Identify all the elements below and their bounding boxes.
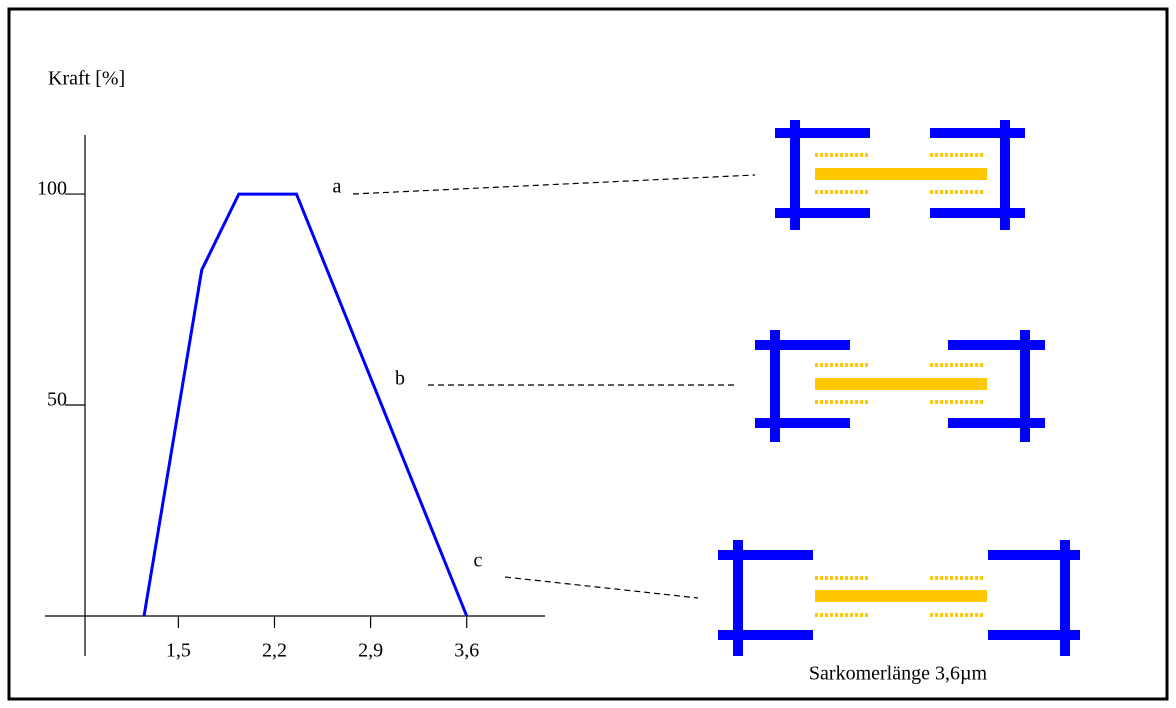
y-axis-label: Kraft [%] (48, 68, 125, 90)
sarcomere-b (755, 330, 1045, 442)
x-tick-label: 2,2 (262, 640, 287, 662)
x-tick-label: 3,6 (454, 640, 479, 662)
sarcomere-c (718, 540, 1080, 656)
annotation: b (395, 368, 405, 390)
y-tick-label: 100 (37, 178, 67, 200)
page: {"chart_data": {"type": "line", "y_label… (0, 0, 1176, 708)
x-tick-label: 2,9 (358, 640, 383, 662)
y-tick-label: 50 (47, 389, 67, 411)
leader-line (353, 175, 755, 194)
sarcomere-a (775, 120, 1025, 230)
chart: Kraft [%] Sarkomerlänge 3,6µm 50 100 1,5 2,… (0, 0, 1176, 708)
leader-line (505, 577, 698, 598)
annotation: a (333, 176, 342, 198)
caption: Sarkomerlänge 3,6µm (809, 663, 988, 685)
frame (9, 9, 1167, 699)
annotation: c (474, 550, 483, 572)
force-curve (144, 194, 467, 616)
x-tick-label: 1,5 (166, 640, 191, 662)
